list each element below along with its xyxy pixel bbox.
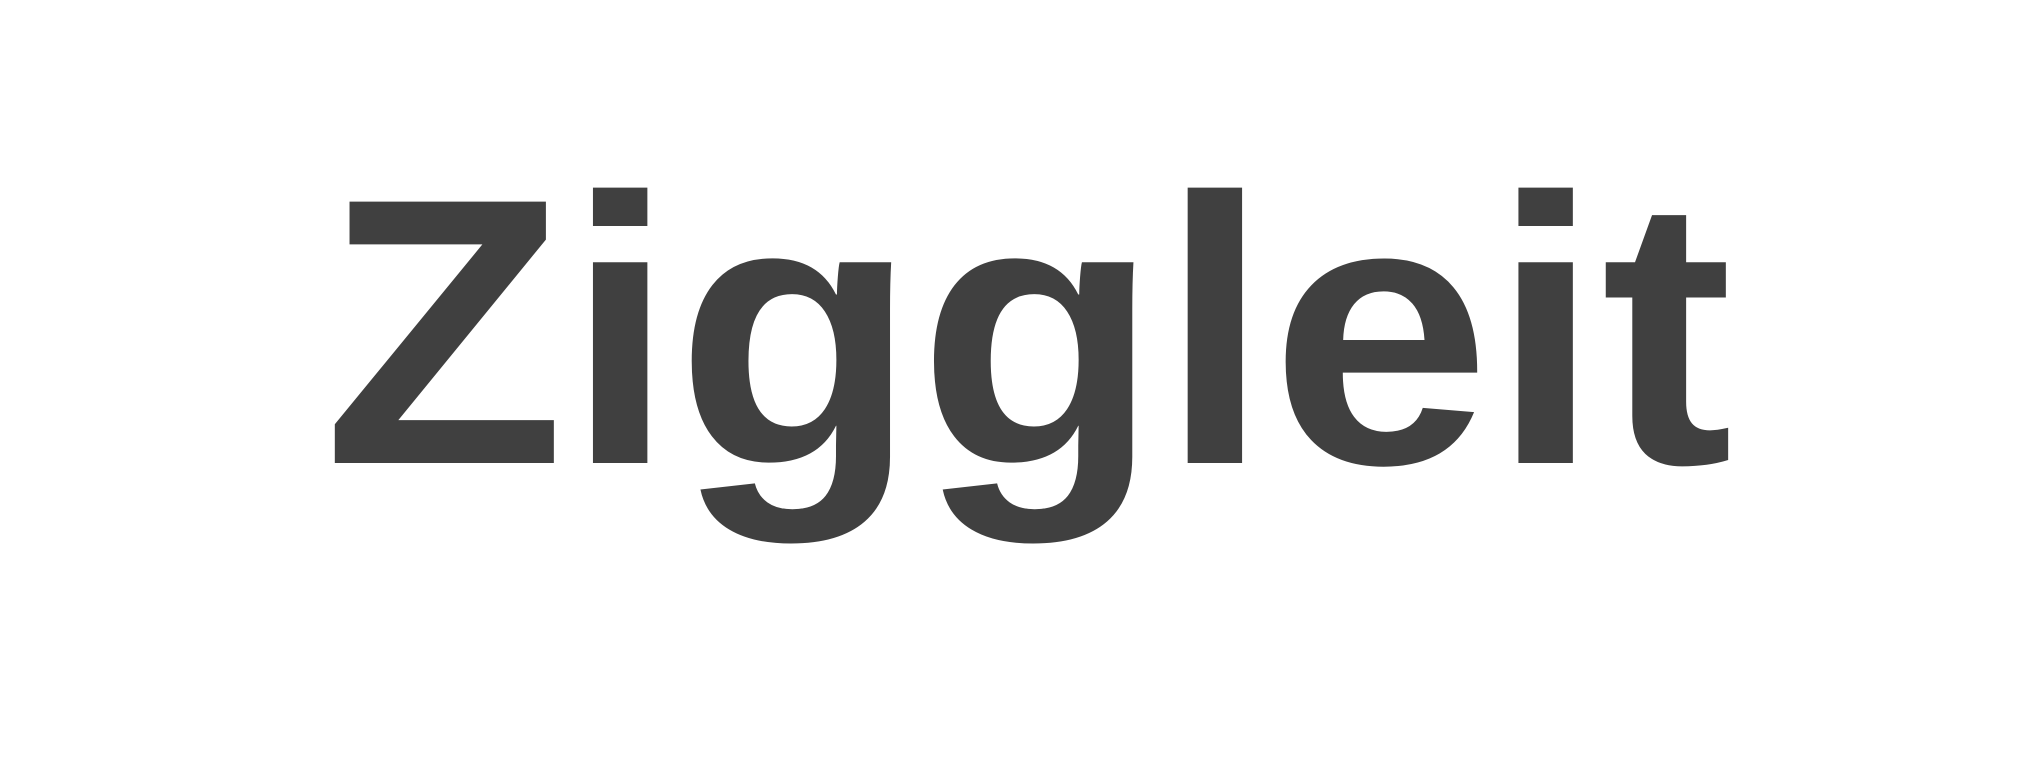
logo-text: Ziggleit	[323, 119, 1733, 546]
